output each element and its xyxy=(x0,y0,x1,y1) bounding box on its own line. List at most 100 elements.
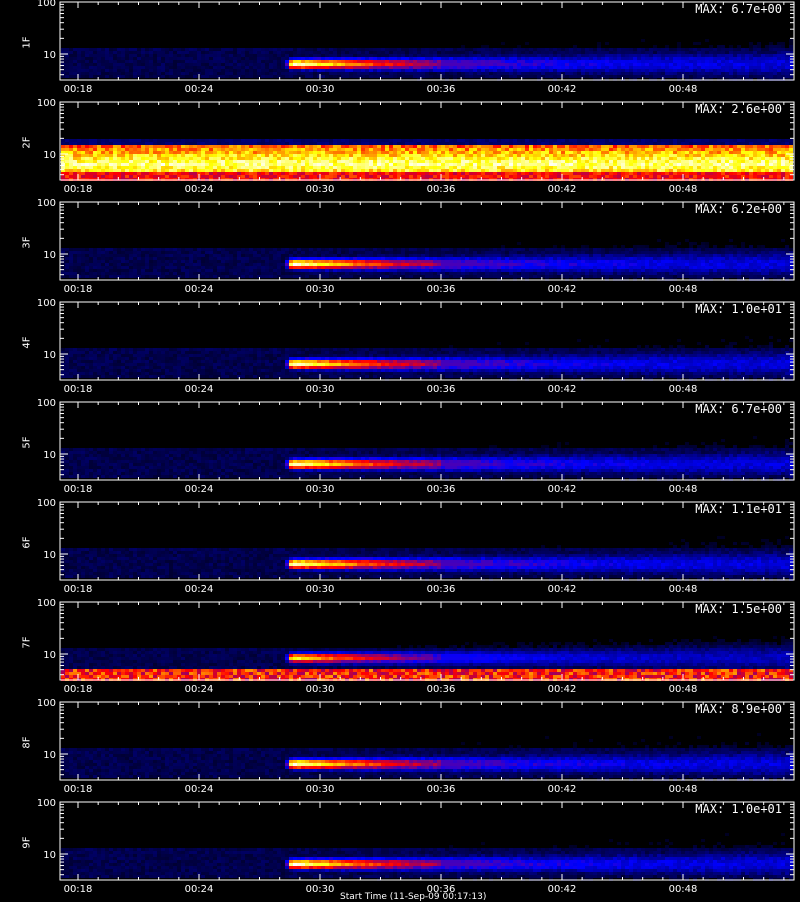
panel-plot: 100 10 00:18 00:24 00:30 00:36 00:42 00:48 xyxy=(0,100,800,200)
x-tick-label: 00:48 xyxy=(669,84,698,95)
x-tick-label: 00:30 xyxy=(306,684,335,695)
x-tick-label: 00:24 xyxy=(185,284,214,295)
y-tick-label: 100 xyxy=(37,0,56,9)
x-tick-label: 00:42 xyxy=(548,284,577,295)
panel-plot: 100 10 00:18 00:24 00:30 00:36 00:42 00:48 xyxy=(0,400,800,500)
x-tick-label: 00:42 xyxy=(548,184,577,195)
panel-max-label: MAX: 8.9e+00 xyxy=(695,702,782,716)
x-tick-label: 00:48 xyxy=(669,784,698,795)
x-tick-label: 00:30 xyxy=(306,184,335,195)
panel-plot: 100 10 00:18 00:24 00:30 00:36 00:42 00:48 xyxy=(0,500,800,600)
x-tick-label: 00:48 xyxy=(669,384,698,395)
panel-max-label: MAX: 6.7e+00 xyxy=(695,2,782,16)
x-tick-label: 00:24 xyxy=(185,184,214,195)
panel-plot: 100 10 00:18 00:24 00:30 00:36 00:42 00:48 xyxy=(0,700,800,800)
x-tick-label: 00:24 xyxy=(185,484,214,495)
y-tick-label: 100 xyxy=(37,798,56,809)
x-tick-label: 00:42 xyxy=(548,484,577,495)
panel-max-label: MAX: 1.5e+00 xyxy=(695,602,782,616)
x-tick-label: 00:42 xyxy=(548,784,577,795)
x-tick-label: 00:18 xyxy=(64,484,93,495)
x-tick-label: 00:24 xyxy=(185,384,214,395)
y-tick-label: 10 xyxy=(43,550,56,561)
y-tick-label: 10 xyxy=(43,250,56,261)
y-tick-label: 10 xyxy=(43,50,56,61)
x-tick-label: 00:42 xyxy=(548,84,577,95)
y-tick-label: 100 xyxy=(37,598,56,609)
panel-max-label: MAX: 1.0e+01 xyxy=(695,802,782,816)
x-tick-label: 00:24 xyxy=(185,784,214,795)
panel-plot: 100 10 00:18 00:24 00:30 00:36 00:42 00:48 xyxy=(0,300,800,400)
x-tick-label: 00:36 xyxy=(427,584,456,595)
panel-max-label: MAX: 1.0e+01 xyxy=(695,302,782,316)
x-tick-label: 00:48 xyxy=(669,584,698,595)
y-tick-label: 10 xyxy=(43,850,56,861)
y-tick-label: 10 xyxy=(43,150,56,161)
y-tick-label: 100 xyxy=(37,198,56,209)
y-tick-label: 100 xyxy=(37,698,56,709)
x-tick-label: 00:30 xyxy=(306,784,335,795)
y-tick-label: 100 xyxy=(37,398,56,409)
x-tick-label: 00:36 xyxy=(427,484,456,495)
x-tick-label: 00:18 xyxy=(64,84,93,95)
y-tick-label: 100 xyxy=(37,498,56,509)
x-tick-label: 00:18 xyxy=(64,684,93,695)
y-tick-label: 10 xyxy=(43,450,56,461)
panel-plot: 100 10 00:18 00:24 00:30 00:36 00:42 00:48 xyxy=(0,0,800,100)
x-tick-label: 00:48 xyxy=(669,684,698,695)
panel-max-label: MAX: 6.2e+00 xyxy=(695,202,782,216)
x-tick-label: 00:18 xyxy=(64,784,93,795)
y-tick-label: 100 xyxy=(37,298,56,309)
y-tick-label: 10 xyxy=(43,650,56,661)
x-tick-label: 00:36 xyxy=(427,684,456,695)
x-tick-label: 00:30 xyxy=(306,284,335,295)
x-tick-label: 00:48 xyxy=(669,184,698,195)
x-tick-label: 00:36 xyxy=(427,784,456,795)
x-tick-label: 00:24 xyxy=(185,84,214,95)
panel-max-label: MAX: 2.6e+00 xyxy=(695,102,782,116)
x-tick-label: 00:36 xyxy=(427,184,456,195)
x-tick-label: 00:18 xyxy=(64,184,93,195)
x-tick-label: 00:18 xyxy=(64,384,93,395)
x-tick-label: 00:18 xyxy=(64,284,93,295)
x-tick-label: 00:42 xyxy=(548,684,577,695)
y-tick-label: 10 xyxy=(43,750,56,761)
panel-max-label: MAX: 6.7e+00 xyxy=(695,402,782,416)
panel-plot: 100 10 00:18 00:24 00:30 00:36 00:42 00:48 xyxy=(0,600,800,700)
spectrogram-cells xyxy=(61,733,793,781)
x-tick-label: 00:42 xyxy=(548,384,577,395)
x-tick-label: 00:18 xyxy=(64,584,93,595)
x-tick-label: 00:36 xyxy=(427,384,456,395)
x-tick-label: 00:36 xyxy=(427,284,456,295)
x-tick-label: 00:48 xyxy=(669,884,698,895)
x-tick-label: 00:24 xyxy=(185,884,214,895)
x-tick-label: 00:36 xyxy=(427,84,456,95)
spectrogram-cells xyxy=(61,833,793,881)
x-tick-label: 00:24 xyxy=(185,584,214,595)
x-tick-label: 00:30 xyxy=(306,884,335,895)
x-axis-title: Start Time (11-Sep-09 00:17:13) xyxy=(340,892,486,902)
x-tick-label: 00:48 xyxy=(669,484,698,495)
x-tick-label: 00:30 xyxy=(306,84,335,95)
x-tick-label: 00:30 xyxy=(306,584,335,595)
panel-plot: 100 10 00:18 00:24 00:30 00:36 00:42 00:48 xyxy=(0,200,800,300)
x-tick-label: 00:48 xyxy=(669,284,698,295)
x-tick-label: 00:24 xyxy=(185,684,214,695)
x-tick-label: 00:18 xyxy=(64,884,93,895)
x-tick-label: 00:30 xyxy=(306,384,335,395)
x-tick-label: 00:30 xyxy=(306,484,335,495)
x-tick-label: 00:42 xyxy=(548,584,577,595)
y-tick-label: 10 xyxy=(43,350,56,361)
y-tick-label: 100 xyxy=(37,98,56,109)
x-tick-label: 00:42 xyxy=(548,884,577,895)
